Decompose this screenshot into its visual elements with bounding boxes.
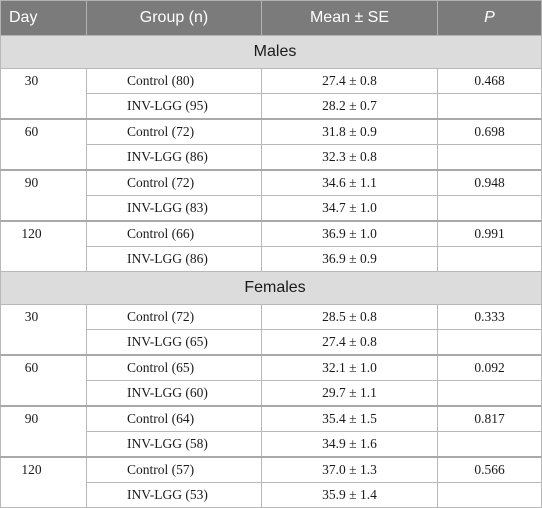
group-cell: Control (66) xyxy=(86,220,262,247)
day-cell: 60 xyxy=(0,118,87,171)
table-row: 120 Control (66) 36.9 ± 1.0 0.991 xyxy=(0,220,542,272)
group-cell: INV-LGG (58) xyxy=(86,431,262,458)
day-cell: 90 xyxy=(0,405,87,458)
mean-cell: 29.7 ± 1.1 xyxy=(261,380,438,407)
group-cell: Control (80) xyxy=(86,68,262,94)
group-cell: INV-LGG (60) xyxy=(86,380,262,407)
mean-cell: 27.4 ± 0.8 xyxy=(261,329,438,356)
header-mean: Mean ± SE xyxy=(261,0,438,36)
p-cell xyxy=(437,482,542,508)
group-cell: INV-LGG (86) xyxy=(86,144,262,171)
section-title: Females xyxy=(0,271,542,305)
day-cell: 60 xyxy=(0,354,87,407)
day-cell: 120 xyxy=(0,456,87,508)
day-cell: 30 xyxy=(0,68,87,120)
p-cell xyxy=(437,93,542,120)
group-cell: Control (72) xyxy=(86,169,262,196)
p-cell: 0.092 xyxy=(437,354,542,381)
group-cell: Control (72) xyxy=(86,118,262,145)
table-row: INV-LGG (58) 34.9 ± 1.6 xyxy=(1,431,542,458)
p-cell: 0.948 xyxy=(437,169,542,196)
table-row: 30 Control (80) 27.4 ± 0.8 0.468 xyxy=(0,68,542,120)
table-row: 90 Control (72) 34.6 ± 1.1 0.948 xyxy=(0,169,542,222)
mean-cell: 34.9 ± 1.6 xyxy=(261,431,438,458)
table-row: 60 Control (65) 32.1 ± 1.0 0.092 xyxy=(0,354,542,407)
table-row: 90 Control (64) 35.4 ± 1.5 0.817 xyxy=(0,405,542,458)
mean-cell: 32.3 ± 0.8 xyxy=(261,144,438,171)
p-cell xyxy=(437,329,542,356)
p-cell: 0.817 xyxy=(437,405,542,432)
header-group: Group (n) xyxy=(86,0,262,36)
p-cell: 0.698 xyxy=(437,118,542,145)
mean-cell: 28.2 ± 0.7 xyxy=(261,93,438,120)
section-row: Females xyxy=(0,271,542,305)
p-cell: 0.468 xyxy=(437,68,542,94)
table-row: 120 Control (57) 37.0 ± 1.3 0.566 xyxy=(0,456,542,508)
p-cell xyxy=(437,144,542,171)
table-row: INV-LGG (86) 36.9 ± 0.9 xyxy=(1,246,542,272)
mean-cell: 34.7 ± 1.0 xyxy=(261,195,438,222)
mean-cell: 32.1 ± 1.0 xyxy=(261,354,438,381)
group-cell: Control (72) xyxy=(86,304,262,330)
group-cell: Control (57) xyxy=(86,456,262,483)
group-cell: Control (65) xyxy=(86,354,262,381)
table-row: 30 Control (72) 28.5 ± 0.8 0.333 xyxy=(0,304,542,356)
p-cell xyxy=(437,431,542,458)
table-row: INV-LGG (65) 27.4 ± 0.8 xyxy=(1,329,542,356)
table-row: INV-LGG (83) 34.7 ± 1.0 xyxy=(1,195,542,222)
p-cell xyxy=(437,246,542,272)
table-body: Males 30 Control (80) 27.4 ± 0.8 0.468 INV-LG… xyxy=(0,35,542,508)
header-row: Day Group (n) Mean ± SE P xyxy=(0,0,542,36)
p-cell xyxy=(437,195,542,222)
p-cell: 0.991 xyxy=(437,220,542,247)
mean-cell: 37.0 ± 1.3 xyxy=(261,456,438,483)
group-cell: INV-LGG (95) xyxy=(86,93,262,120)
header-day: Day xyxy=(0,0,87,36)
section-title: Males xyxy=(0,35,542,69)
day-cell: 120 xyxy=(0,220,87,272)
table-row: 60 Control (72) 31.8 ± 0.9 0.698 xyxy=(0,118,542,171)
mean-cell: 28.5 ± 0.8 xyxy=(261,304,438,330)
p-cell: 0.566 xyxy=(437,456,542,483)
header-p: P xyxy=(437,0,542,36)
day-cell: 90 xyxy=(0,169,87,222)
p-cell: 0.333 xyxy=(437,304,542,330)
group-cell: Control (64) xyxy=(86,405,262,432)
group-cell: INV-LGG (65) xyxy=(86,329,262,356)
mean-cell: 36.9 ± 0.9 xyxy=(261,246,438,272)
section-row: Males xyxy=(0,35,542,69)
p-cell xyxy=(437,380,542,407)
mean-cell: 34.6 ± 1.1 xyxy=(261,169,438,196)
mean-cell: 35.4 ± 1.5 xyxy=(261,405,438,432)
mean-cell: 31.8 ± 0.9 xyxy=(261,118,438,145)
day-cell: 30 xyxy=(0,304,87,356)
mean-cell: 27.4 ± 0.8 xyxy=(261,68,438,94)
table-row: INV-LGG (86) 32.3 ± 0.8 xyxy=(1,144,542,171)
mean-cell: 36.9 ± 1.0 xyxy=(261,220,438,247)
group-cell: INV-LGG (53) xyxy=(86,482,262,508)
group-cell: INV-LGG (83) xyxy=(86,195,262,222)
table-row: INV-LGG (95) 28.2 ± 0.7 xyxy=(1,93,542,120)
mean-cell: 35.9 ± 1.4 xyxy=(261,482,438,508)
group-cell: INV-LGG (86) xyxy=(86,246,262,272)
table-header: Day Group (n) Mean ± SE P xyxy=(0,0,542,36)
table-row: INV-LGG (60) 29.7 ± 1.1 xyxy=(1,380,542,407)
